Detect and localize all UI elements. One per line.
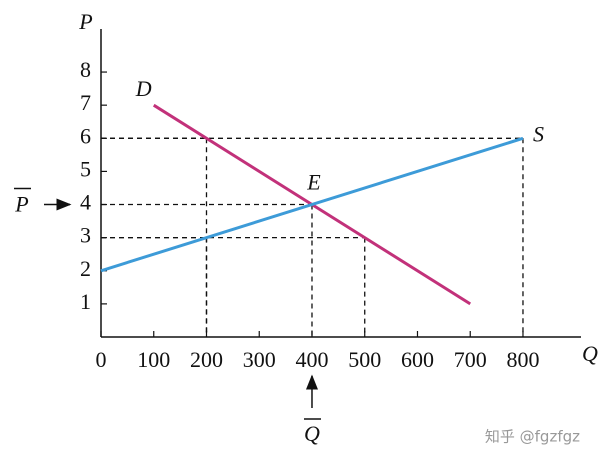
x-tick-label: 200: [190, 347, 223, 372]
quantity-label: Q: [304, 421, 320, 446]
y-tick-label: 8: [80, 57, 91, 82]
series-label: S: [533, 121, 544, 146]
x-tick-label: 0: [96, 347, 107, 372]
y-tick-label: 5: [80, 156, 91, 181]
y-axis-label: P: [78, 9, 92, 34]
series-label: D: [135, 76, 152, 101]
x-tick-label: 100: [137, 347, 170, 372]
y-tick-label: 3: [80, 223, 91, 248]
y-tick-label: 1: [80, 289, 91, 314]
x-axis-label: Q: [582, 341, 598, 366]
y-tick-label: 6: [80, 123, 91, 148]
x-tick-label: 600: [401, 347, 434, 372]
y-tick-label: 7: [80, 90, 91, 115]
x-tick-label: 300: [243, 347, 276, 372]
x-tick-label: 400: [295, 347, 328, 372]
price-label: P: [14, 192, 28, 217]
series-line: [100, 136, 524, 273]
equilibrium-label: E: [306, 170, 321, 195]
x-tick-label: 700: [454, 347, 487, 372]
x-tick-label: 800: [506, 347, 539, 372]
watermark: 知乎 @fgzfgz: [485, 428, 580, 446]
y-tick-label: 2: [80, 256, 91, 281]
y-tick-label: 4: [80, 190, 91, 215]
x-tick-label: 500: [348, 347, 381, 372]
